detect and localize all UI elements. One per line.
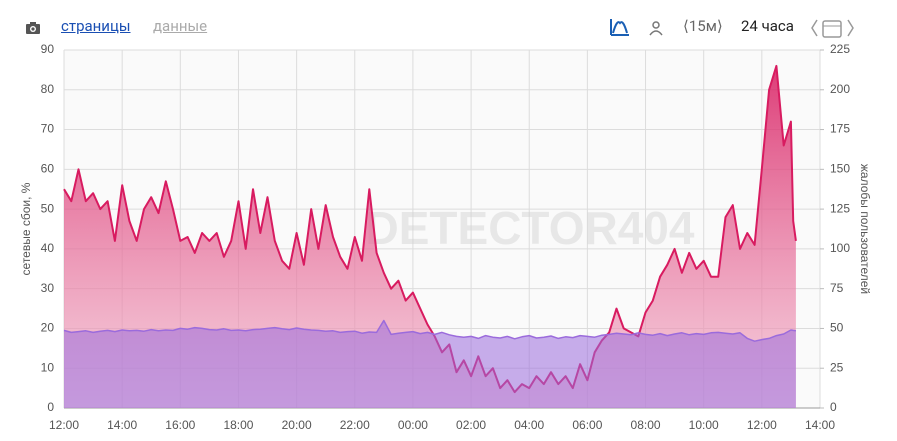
chart-mode-icon[interactable] <box>609 17 631 37</box>
y2-tick-label: 175 <box>830 122 850 136</box>
camera-icon[interactable] <box>25 20 41 36</box>
x-tick-label: 12:00 <box>747 418 777 432</box>
x-tick-label: 14:00 <box>805 418 835 432</box>
y-tick-label: 50 <box>41 201 55 215</box>
x-tick-label: 04:00 <box>514 418 544 432</box>
watermark: DETECTOR404 <box>366 202 695 254</box>
y-tick-label: 90 <box>41 42 55 56</box>
interval[interactable]: ⟨15м⟩ <box>683 17 723 35</box>
x-tick-label: 06:00 <box>572 418 602 432</box>
y-tick-label: 70 <box>41 122 55 136</box>
x-tick-label: 20:00 <box>282 418 312 432</box>
series-line <box>63 319 797 342</box>
y2-tick-label: 100 <box>830 241 850 255</box>
calendar-nav[interactable] <box>810 17 856 39</box>
tab-data[interactable]: данные <box>153 17 208 35</box>
y2-tick-label: 0 <box>830 400 837 414</box>
y2-tick-label: 200 <box>830 82 850 96</box>
x-tick-label: 14:00 <box>107 418 137 432</box>
y2-tick-label: 125 <box>830 201 850 215</box>
y-tick-label: 0 <box>47 400 54 414</box>
x-tick-label: 00:00 <box>398 418 428 432</box>
toolbar: страницы данные ⟨15м⟩ 24 часа <box>0 0 897 44</box>
y-axis-title: сетевые сбои, % <box>19 182 33 275</box>
x-tick-label: 12:00 <box>49 418 79 432</box>
period[interactable]: 24 часа <box>741 17 794 35</box>
x-tick-label: 08:00 <box>631 418 661 432</box>
x-tick-label: 22:00 <box>340 418 370 432</box>
y-tick-label: 40 <box>41 241 55 255</box>
y-tick-label: 80 <box>41 82 55 96</box>
y-tick-label: 20 <box>41 321 55 335</box>
series-area <box>64 320 796 408</box>
y2-tick-label: 75 <box>830 281 844 295</box>
x-tick-label: 02:00 <box>456 418 486 432</box>
y2-tick-label: 225 <box>830 42 850 56</box>
y-tick-label: 10 <box>41 360 55 374</box>
user-icon[interactable] <box>649 20 663 36</box>
x-tick-label: 10:00 <box>689 418 719 432</box>
y2-tick-label: 25 <box>830 360 844 374</box>
y2-tick-label: 150 <box>830 162 850 176</box>
y2-tick-label: 50 <box>830 321 844 335</box>
x-tick-label: 18:00 <box>223 418 253 432</box>
y-tick-label: 30 <box>41 281 55 295</box>
y2-axis-title: жалобы пользователей <box>858 164 872 294</box>
y-tick-label: 60 <box>41 162 55 176</box>
tab-pages[interactable]: страницы <box>61 17 131 35</box>
x-tick-label: 16:00 <box>165 418 195 432</box>
